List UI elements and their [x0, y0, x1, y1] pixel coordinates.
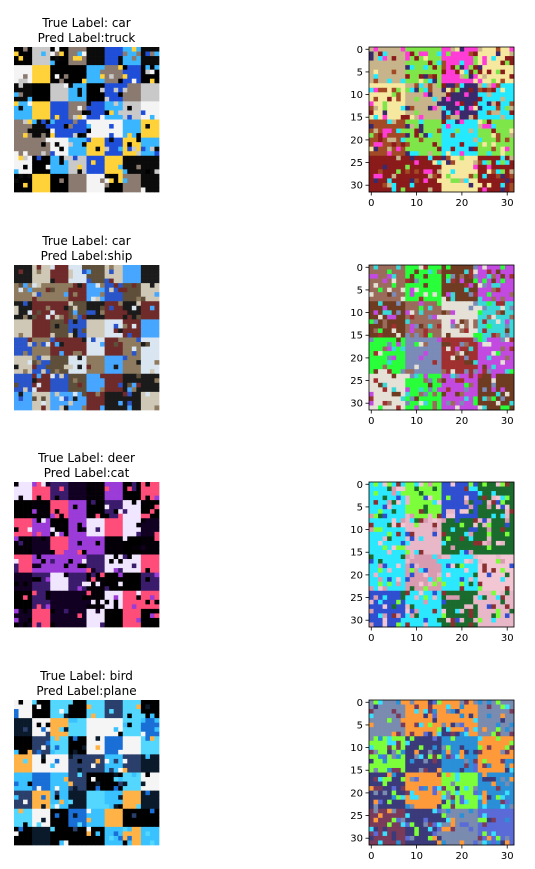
x-tick-label: 20: [456, 416, 469, 427]
y-tick-label: 15: [350, 548, 363, 559]
pred-label-title: Pred Label:truck: [38, 31, 136, 45]
true-label-title: True Label: deer: [37, 451, 135, 465]
y-tick-label: 10: [350, 743, 363, 754]
y-tick-label: 15: [350, 113, 363, 124]
y-tick-label: 25: [350, 811, 363, 822]
pred-label-title: Pred Label:cat: [44, 466, 130, 480]
y-tick-label: 5: [357, 502, 363, 513]
y-tick-label: 15: [350, 766, 363, 777]
y-tick-label: 25: [350, 158, 363, 169]
y-tick-label: 0: [357, 263, 363, 274]
y-tick-label: 30: [350, 616, 363, 627]
original-image: [14, 47, 159, 192]
x-tick-label: 20: [456, 851, 469, 862]
y-tick-label: 30: [350, 181, 363, 192]
x-tick-label: 10: [410, 198, 423, 209]
y-tick-label: 0: [357, 45, 363, 56]
x-tick-label: 30: [501, 633, 514, 644]
pred-label-title: Pred Label:ship: [41, 249, 133, 263]
y-tick-label: 10: [350, 308, 363, 319]
y-tick-label: 10: [350, 90, 363, 101]
pred-label-title: Pred Label:plane: [36, 684, 136, 698]
perturbed-image: [369, 482, 514, 627]
y-tick-label: 20: [350, 135, 363, 146]
perturbed-image: [369, 700, 514, 845]
original-image: [14, 700, 159, 845]
y-tick-label: 25: [350, 376, 363, 387]
true-label-title: True Label: car: [41, 16, 130, 30]
original-image: [14, 265, 159, 410]
y-tick-label: 15: [350, 331, 363, 342]
x-tick-label: 30: [501, 851, 514, 862]
x-tick-label: 10: [410, 633, 423, 644]
x-tick-label: 10: [410, 851, 423, 862]
perturbed-image: [369, 265, 514, 410]
y-tick-label: 10: [350, 525, 363, 536]
y-tick-label: 5: [357, 720, 363, 731]
true-label-title: True Label: bird: [39, 669, 133, 683]
x-tick-label: 0: [368, 416, 374, 427]
x-tick-label: 20: [456, 633, 469, 644]
y-tick-label: 25: [350, 593, 363, 604]
original-image: [14, 482, 159, 627]
x-tick-label: 20: [456, 198, 469, 209]
y-tick-label: 20: [350, 353, 363, 364]
y-tick-label: 0: [357, 480, 363, 491]
y-tick-label: 30: [350, 834, 363, 845]
x-tick-label: 30: [501, 198, 514, 209]
true-label-title: True Label: car: [41, 234, 130, 248]
x-tick-label: 0: [368, 851, 374, 862]
y-tick-label: 20: [350, 570, 363, 581]
y-tick-label: 30: [350, 399, 363, 410]
x-tick-label: 30: [501, 416, 514, 427]
x-tick-label: 10: [410, 416, 423, 427]
y-tick-label: 5: [357, 285, 363, 296]
y-tick-label: 0: [357, 698, 363, 709]
perturbed-image: [369, 47, 514, 192]
x-tick-label: 0: [368, 633, 374, 644]
y-tick-label: 20: [350, 788, 363, 799]
x-tick-label: 0: [368, 198, 374, 209]
y-tick-label: 5: [357, 67, 363, 78]
